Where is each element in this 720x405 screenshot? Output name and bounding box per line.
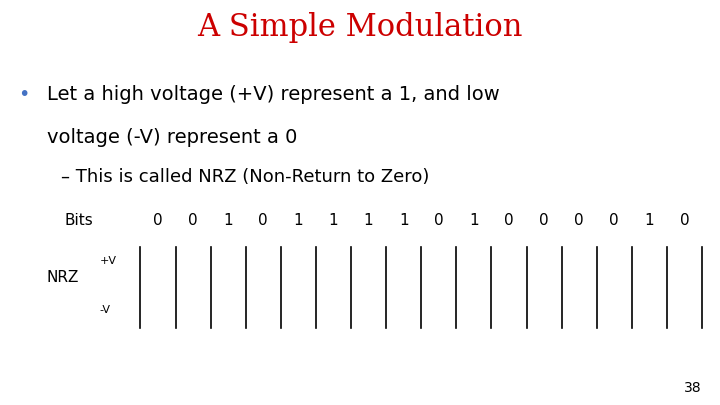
Text: 1: 1 [294, 213, 303, 228]
Text: 0: 0 [153, 213, 163, 228]
Text: 0: 0 [258, 213, 268, 228]
Text: 0: 0 [575, 213, 584, 228]
Text: NRZ: NRZ [47, 270, 79, 285]
Text: 0: 0 [539, 213, 549, 228]
Text: 1: 1 [399, 213, 408, 228]
Text: 1: 1 [223, 213, 233, 228]
Text: A Simple Modulation: A Simple Modulation [197, 12, 523, 43]
Text: Let a high voltage (+V) represent a 1, and low: Let a high voltage (+V) represent a 1, a… [47, 85, 500, 104]
Text: voltage (-V) represent a 0: voltage (-V) represent a 0 [47, 128, 297, 147]
Text: – This is called NRZ (Non-Return to Zero): – This is called NRZ (Non-Return to Zero… [61, 168, 430, 186]
Text: -V: -V [99, 305, 110, 315]
Text: 1: 1 [364, 213, 374, 228]
Text: 0: 0 [434, 213, 444, 228]
Text: 0: 0 [504, 213, 514, 228]
Text: Bits: Bits [65, 213, 94, 228]
Text: 1: 1 [644, 213, 654, 228]
Text: •: • [18, 85, 30, 104]
Text: 0: 0 [609, 213, 619, 228]
Text: +V: +V [99, 256, 117, 266]
Text: 0: 0 [680, 213, 689, 228]
Text: 0: 0 [188, 213, 198, 228]
Text: 1: 1 [328, 213, 338, 228]
Text: 38: 38 [685, 381, 702, 395]
Text: 1: 1 [469, 213, 479, 228]
